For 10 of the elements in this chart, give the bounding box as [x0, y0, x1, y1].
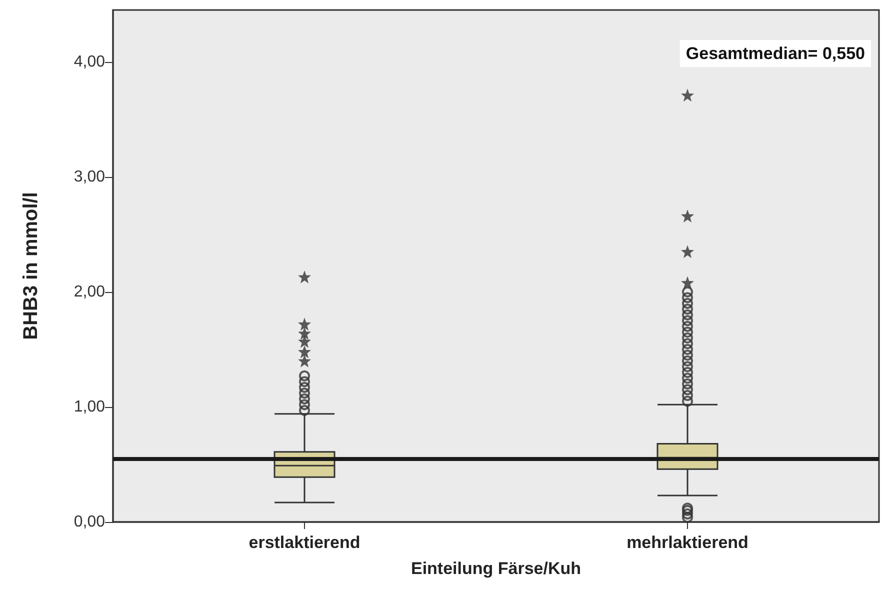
y-tick-label: 1,00	[74, 398, 106, 416]
x-tick-label: mehrlaktierend	[626, 533, 748, 552]
y-axis-title: BHB3 in mmol/l	[20, 192, 42, 340]
y-tick-label: 0,00	[74, 514, 106, 530]
x-tick-label: erstlaktierend	[248, 533, 360, 552]
ref-line-label: Gesamtmedian= 0,550	[686, 44, 866, 63]
x-axis-title: Einteilung Färse/Kuh	[410, 559, 582, 578]
y-tick-label: 3,00	[74, 168, 106, 186]
y-tick-label: 2,00	[74, 283, 106, 300]
y-tick-label: 4,00	[74, 53, 106, 70]
